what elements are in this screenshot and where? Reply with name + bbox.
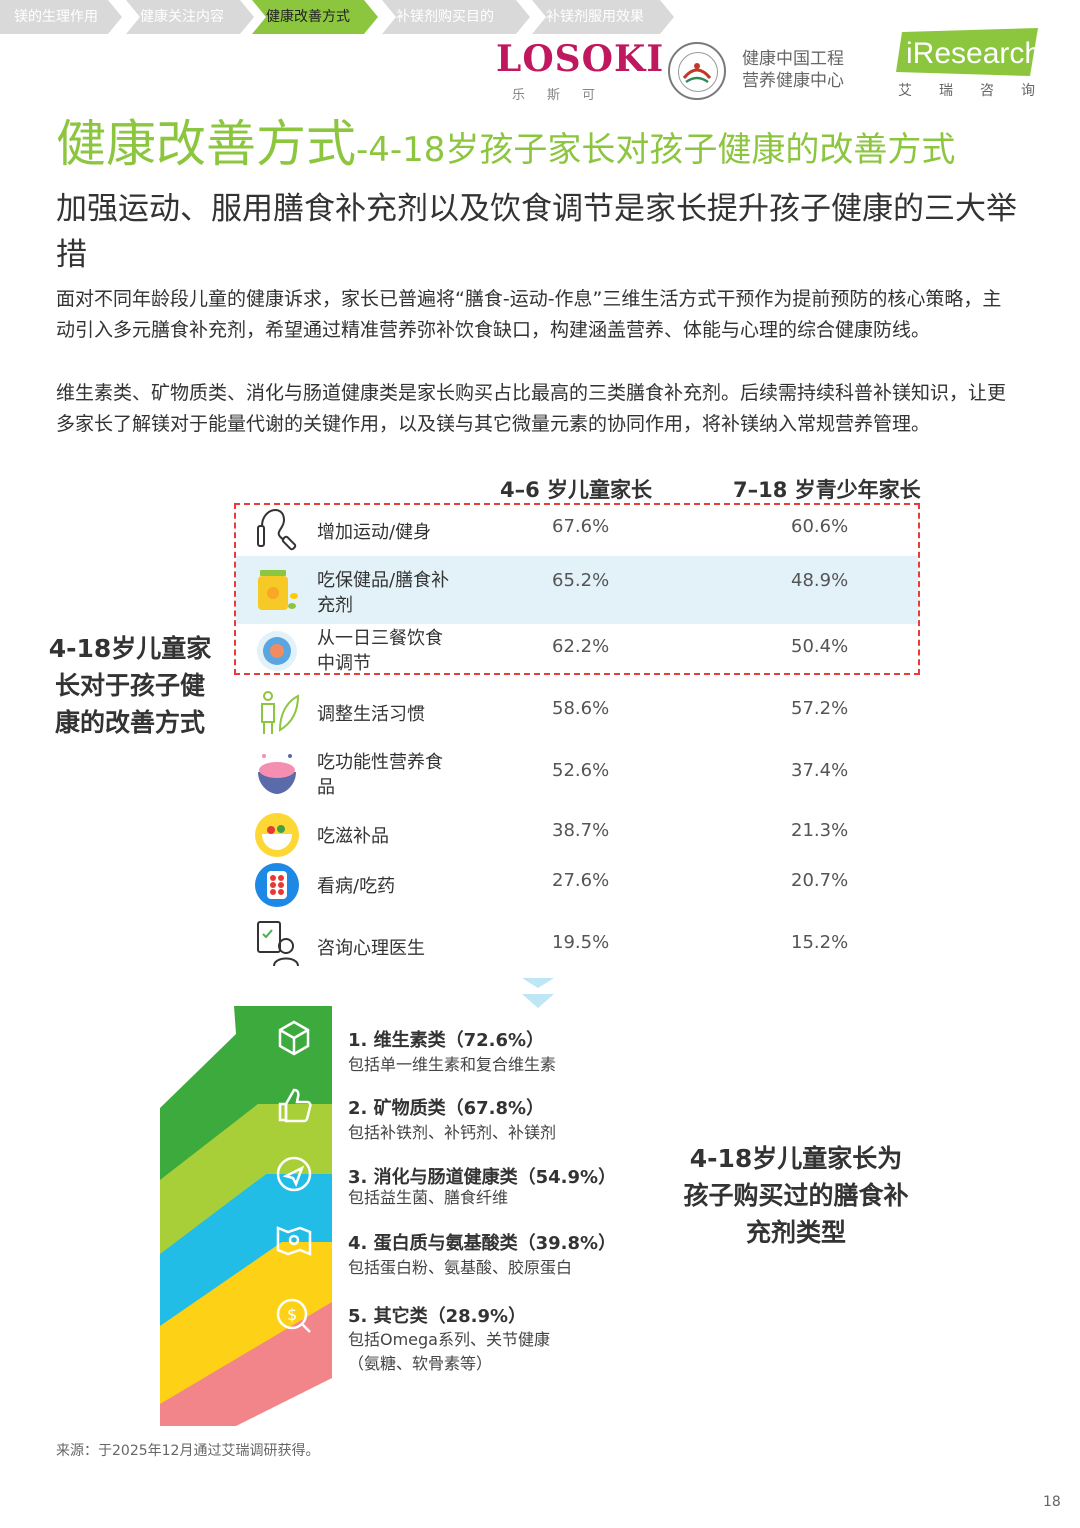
supplement-item-vitamins-desc: 包括单一维生素和复合维生素 <box>348 1055 557 1074</box>
chevron-down-icon <box>522 978 554 1008</box>
supplement-staircase: $ <box>160 1006 332 1426</box>
breadcrumb-item-health-improvement[interactable]: 健康改善方式 <box>252 0 378 34</box>
source-note: 来源：于2025年12月通过艾瑞调研获得。 <box>56 1443 320 1459</box>
tonic-bowl-icon <box>255 813 299 857</box>
lifestyle-leaf-icon <box>261 691 300 734</box>
supplement-item-protein-desc: 包括蛋白粉、氨基酸、胶原蛋白 <box>348 1258 573 1277</box>
supplement-types-label: 4-18岁儿童家长为孩子购买过的膳食补充剂类型 <box>683 1144 909 1247</box>
health-center-name: 健康中国工程 营养健康中心 <box>742 49 844 91</box>
supplement-item-digestive-desc: 包括益生菌、膳食纤维 <box>348 1188 509 1207</box>
supplement-item-digestive-title: 3. 消化与肠道健康类（54.9%） <box>348 1167 617 1188</box>
breadcrumb-item-purchase-purpose[interactable]: 补镁剂购买目的 <box>382 0 530 34</box>
paper-plane-icon <box>276 1156 312 1192</box>
pill-pack-icon <box>255 863 299 907</box>
jump-rope-icon <box>257 509 297 551</box>
psychologist-icon <box>257 921 299 966</box>
supplement-item-other-desc: 包括Omega系列、关节健康 （氨糖、软骨素等） <box>348 1330 550 1373</box>
top-three-highlight-box <box>234 503 920 675</box>
iresearch-logo: iResearch <box>896 28 1038 76</box>
meal-plate-icon <box>257 631 297 671</box>
supplement-bottle-icon <box>258 570 298 610</box>
breadcrumb-item-health-concerns[interactable]: 健康关注内容 <box>126 0 254 34</box>
cube-icon <box>278 1020 310 1056</box>
food-bowl-icon <box>258 754 296 794</box>
intro-paragraph-2: 维生素类、矿物质类、消化与肠道健康类是家长购买占比最高的三类膳食补充剂。后续需持… <box>56 382 1007 435</box>
table-side-label: 4-18岁儿童家长对于孩子健康的改善方式 <box>48 634 212 737</box>
iresearch-logo-subtitle: 艾瑞咨询 <box>898 83 1062 99</box>
losoki-logo-subtitle: 乐斯可 <box>512 88 618 103</box>
supplement-item-minerals-desc: 包括补铁剂、补钙剂、补镁剂 <box>348 1123 557 1142</box>
supplement-item-minerals-title: 2. 矿物质类（67.8%） <box>348 1098 545 1119</box>
breadcrumb-item-effect[interactable]: 补镁剂服用效果 <box>532 0 674 34</box>
supplement-item-other-title: 5. 其它类（28.9%） <box>348 1306 527 1327</box>
losoki-logo: LOSOKI <box>496 38 665 80</box>
map-pin-icon <box>276 1226 312 1256</box>
column-header-7-18: 7–18 岁青少年家长 <box>733 478 921 502</box>
supplement-item-vitamins-title: 1. 维生素类（72.6%） <box>348 1030 545 1051</box>
svg-text:iResearch: iResearch <box>906 37 1038 70</box>
breadcrumb-item-mg-physiology[interactable]: 镁的生理作用 <box>0 0 122 34</box>
dollar-search-icon: $ <box>276 1298 311 1333</box>
column-header-4-6: 4–6 岁儿童家长 <box>500 478 653 502</box>
page-number: 18 <box>1043 1494 1061 1510</box>
supplement-item-protein-title: 4. 蛋白质与氨基酸类（39.8%） <box>348 1233 617 1254</box>
thumbs-up-icon <box>278 1088 312 1123</box>
health-center-seal-icon <box>668 42 726 100</box>
page-title: 健康改善方式-4-18岁孩子家长对孩子健康的改善方式 <box>56 115 956 173</box>
svg-text:$: $ <box>287 1305 297 1324</box>
page-subtitle: 加强运动、服用膳食补充剂以及饮食调节是家长提升孩子健康的三大举措 <box>56 191 1017 273</box>
intro-paragraph-1: 面对不同年龄段儿童的健康诉求，家长已普遍将“膳食-运动-作息”三维生活方式干预作… <box>56 288 1002 341</box>
highlight-row-background <box>236 556 918 624</box>
